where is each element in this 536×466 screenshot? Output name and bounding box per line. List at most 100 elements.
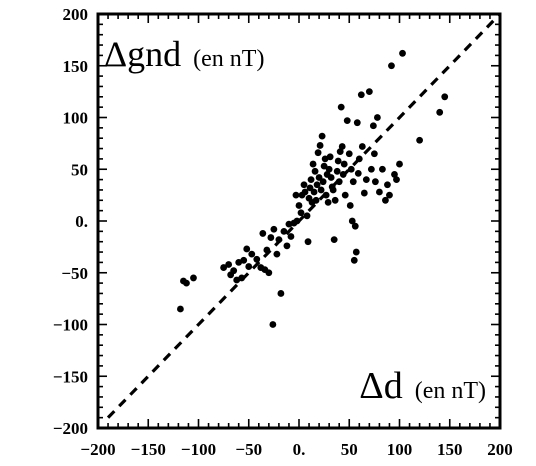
data-point bbox=[370, 150, 378, 158]
data-point bbox=[360, 189, 368, 197]
data-point bbox=[304, 238, 312, 246]
y-tick-label: −150 bbox=[53, 367, 88, 386]
data-point bbox=[292, 191, 300, 199]
data-point bbox=[396, 160, 403, 168]
x-tick-label: −50 bbox=[235, 440, 262, 459]
y-tick-label: −50 bbox=[61, 264, 88, 283]
x-annotation-symbol: Δd bbox=[359, 365, 402, 407]
data-point bbox=[340, 160, 348, 168]
data-point bbox=[346, 202, 354, 209]
data-point bbox=[367, 165, 375, 173]
data-point bbox=[341, 191, 349, 199]
data-point bbox=[338, 143, 346, 150]
data-point bbox=[183, 279, 190, 287]
x-tick-label: 100 bbox=[387, 440, 413, 459]
x-tick-label: −100 bbox=[181, 440, 216, 459]
data-point bbox=[318, 132, 326, 140]
data-point bbox=[309, 160, 317, 168]
data-point bbox=[301, 188, 309, 196]
data-point bbox=[373, 114, 381, 121]
data-point bbox=[357, 91, 365, 99]
data-point bbox=[312, 196, 320, 204]
data-point bbox=[353, 119, 361, 127]
data-point bbox=[325, 165, 333, 173]
data-point bbox=[320, 162, 328, 170]
y-tick-label: −100 bbox=[53, 316, 88, 335]
x-axis-annotation: Δd (en nT) bbox=[359, 365, 486, 407]
data-point bbox=[248, 250, 256, 258]
data-point bbox=[269, 321, 277, 328]
data-point bbox=[348, 217, 356, 225]
data-point bbox=[362, 176, 370, 184]
data-point bbox=[384, 181, 391, 189]
data-point bbox=[277, 290, 285, 297]
data-point bbox=[303, 212, 311, 220]
y-tick-label: 0. bbox=[75, 212, 88, 231]
x-tick-label: 50 bbox=[341, 440, 358, 459]
data-point bbox=[230, 267, 238, 275]
data-point bbox=[310, 188, 318, 196]
data-point bbox=[351, 222, 359, 230]
data-point bbox=[317, 186, 325, 194]
data-point bbox=[382, 196, 389, 204]
data-point bbox=[345, 150, 353, 158]
data-point bbox=[337, 103, 345, 111]
x-tick-label: 200 bbox=[487, 440, 513, 459]
data-point bbox=[265, 269, 273, 277]
y-tick-label: 200 bbox=[63, 5, 89, 24]
y-tick-label: 150 bbox=[63, 57, 89, 76]
data-point bbox=[225, 261, 233, 268]
data-point bbox=[270, 225, 278, 233]
data-point bbox=[358, 143, 366, 150]
x-tick-label: 150 bbox=[437, 440, 463, 459]
x-annotation-unit: (en nT) bbox=[415, 378, 486, 404]
data-point bbox=[327, 174, 335, 181]
data-point bbox=[287, 233, 295, 240]
data-point bbox=[307, 176, 315, 184]
x-tick-label: −150 bbox=[131, 440, 166, 459]
data-point bbox=[336, 148, 344, 156]
data-point bbox=[347, 165, 355, 173]
data-point bbox=[220, 264, 228, 271]
data-point bbox=[386, 191, 393, 199]
data-point bbox=[330, 236, 338, 244]
reference-diagonal-line bbox=[106, 12, 502, 419]
data-point bbox=[441, 93, 449, 101]
data-point bbox=[324, 198, 332, 206]
data-point bbox=[376, 188, 383, 196]
data-point bbox=[416, 136, 423, 144]
axes-layer: −200 −150 −100 −50 0. 50 100 150 200 200 150 100 50 0… bbox=[53, 5, 513, 459]
data-point bbox=[333, 167, 341, 175]
data-point bbox=[190, 274, 197, 282]
data-point bbox=[240, 256, 248, 264]
data-point bbox=[369, 122, 377, 130]
data-point bbox=[177, 305, 184, 313]
data-point bbox=[267, 234, 275, 241]
data-point bbox=[311, 167, 319, 175]
data-point bbox=[319, 178, 327, 186]
data-point bbox=[314, 149, 322, 157]
data-point bbox=[245, 263, 253, 270]
data-point bbox=[259, 230, 267, 237]
data-point bbox=[371, 178, 379, 186]
data-point bbox=[273, 250, 281, 258]
data-point bbox=[349, 178, 357, 186]
marks-layer bbox=[177, 49, 449, 328]
y-annotation-unit: (en nT) bbox=[193, 46, 264, 72]
data-point bbox=[343, 117, 351, 125]
y-annotation-symbol: Δgnd bbox=[104, 34, 181, 74]
data-point bbox=[379, 165, 386, 173]
data-point bbox=[313, 181, 321, 189]
data-point bbox=[283, 242, 291, 250]
y-tick-label: −200 bbox=[53, 419, 88, 438]
y-tick-label: 50 bbox=[71, 160, 88, 179]
data-point bbox=[352, 248, 360, 256]
data-point bbox=[365, 88, 373, 96]
y-axis-annotation: Δgnd (en nT) bbox=[104, 34, 264, 74]
data-point bbox=[326, 153, 334, 161]
data-point bbox=[393, 176, 400, 184]
x-tick-label: −200 bbox=[80, 440, 115, 459]
data-point bbox=[316, 142, 324, 149]
data-point bbox=[295, 202, 303, 209]
